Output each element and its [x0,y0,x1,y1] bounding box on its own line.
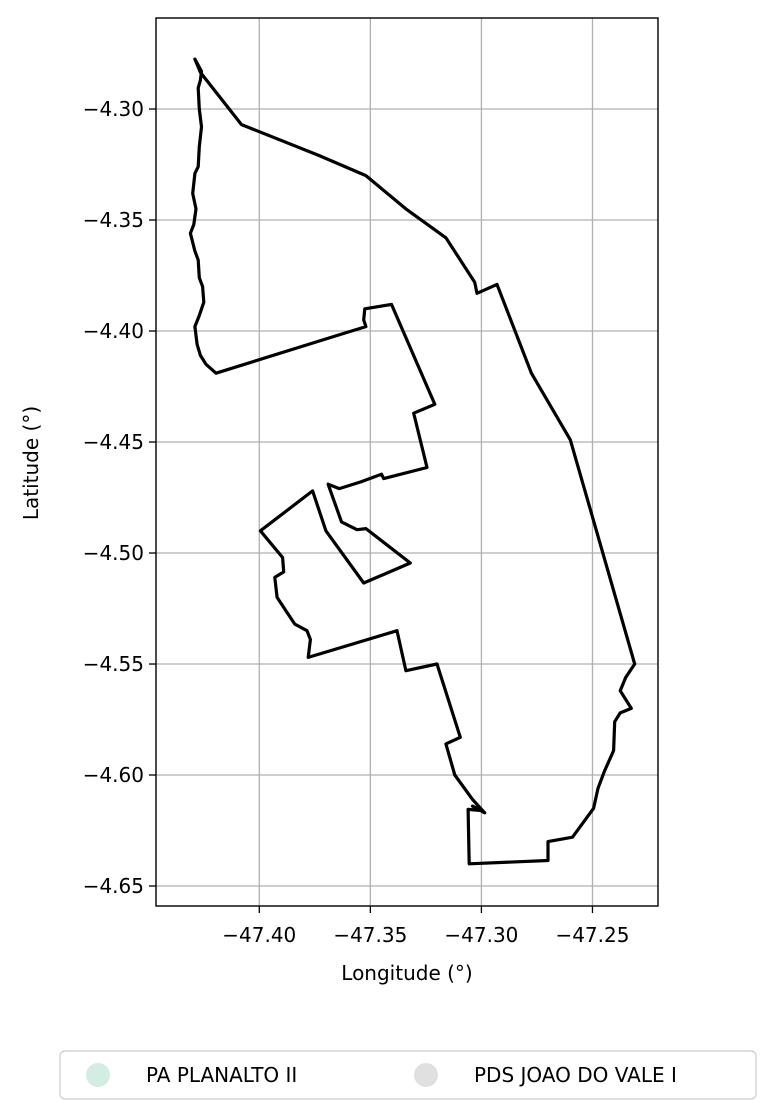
y-tick-label: −4.35 [83,208,144,232]
y-tick-label: −4.50 [83,541,144,565]
plot-frame [155,17,659,907]
y-tick-label: −4.45 [83,430,144,454]
gridlines [156,18,658,906]
legend-marker-pds-joao-do-vale-i [414,1063,438,1087]
polygon-pa-planalto-ii [188,57,637,866]
x-axis-ticks: −47.40 −47.35 −47.30 −47.25 [222,906,629,947]
y-axis-label: Latitude (°) [19,406,43,520]
legend-box [59,1050,757,1100]
y-tick-label: −4.60 [83,763,144,787]
y-tick-label: −4.30 [83,97,144,121]
legend-label-pa-planalto-ii: PA PLANALTO II [146,1063,297,1087]
x-tick-label: −47.25 [555,923,629,947]
legend-marker-pa-planalto-ii [86,1063,110,1087]
legend: PA PLANALTO II PDS JOAO DO VALE I [59,1050,757,1100]
y-tick-label: −4.65 [83,874,144,898]
x-tick-label: −47.35 [333,923,407,947]
y-axis-ticks: −4.30 −4.35 −4.40 −4.45 −4.50 −4.55 −4.60 −4.65 [83,97,156,898]
x-tick-label: −47.40 [222,923,296,947]
legend-label-pds-joao-do-vale-i: PDS JOAO DO VALE I [474,1063,677,1087]
y-tick-label: −4.55 [83,652,144,676]
y-tick-label: −4.40 [83,319,144,343]
x-axis-label: Longitude (°) [341,961,472,985]
plot-area [155,17,659,907]
x-tick-label: −47.30 [444,923,518,947]
polygons-layer [188,57,637,866]
